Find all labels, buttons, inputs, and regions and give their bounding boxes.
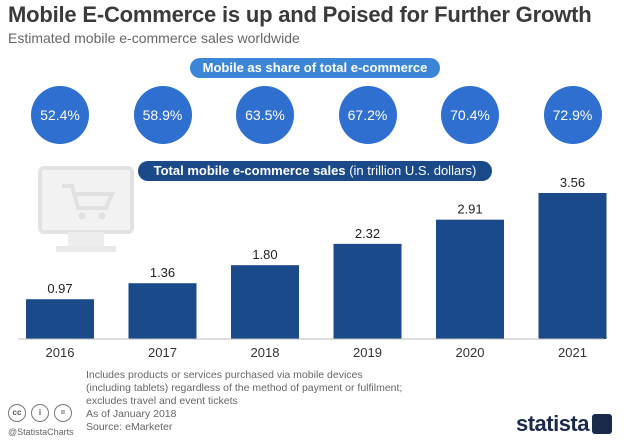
attribution-icon: i <box>31 404 49 422</box>
value-label: 2.32 <box>355 226 380 241</box>
total-banner-rest: (in trillion U.S. dollars) <box>345 163 477 178</box>
brand-name: statista <box>515 411 590 436</box>
statista-mark-icon <box>592 414 612 434</box>
chart-title: Mobile E-Commerce is up and Poised for F… <box>8 2 592 27</box>
share-circle-2016: 52.4% <box>31 86 89 144</box>
share-circle-2019: 67.2% <box>338 86 397 144</box>
total-banner-bold: Total mobile e-commerce sales <box>153 163 346 178</box>
share-banner: Mobile as share of total e-commerce <box>190 58 440 78</box>
value-label: 2.91 <box>457 202 482 217</box>
share-circle-2018: 63.5% <box>236 86 294 144</box>
bar-2020 <box>436 219 504 339</box>
footnote-source: Source: eMarketer <box>86 421 173 433</box>
bar-2019 <box>333 243 402 339</box>
share-circle-2017: 58.9% <box>133 86 192 144</box>
bars: 0.97 2016 1.36 2017 1.80 2018 2.32 2019 2.91 2020… <box>26 175 607 360</box>
footnote-line: Includes products or services purchased … <box>86 369 363 381</box>
x-tick-label: 2017 <box>148 345 177 360</box>
bar-2017 <box>128 283 197 339</box>
bar-2021 <box>538 193 607 339</box>
total-banner: Total mobile e-commerce sales (in trilli… <box>138 161 492 181</box>
bar-2016 <box>26 299 94 339</box>
value-label: 0.97 <box>47 281 72 296</box>
chart-subtitle: Estimated mobile e-commerce sales worldw… <box>8 30 300 46</box>
x-tick-label: 2016 <box>46 345 75 360</box>
x-tick-label: 2020 <box>456 345 485 360</box>
share-circle-2021: 72.9% <box>543 86 602 144</box>
footnote-line: (including tablets) regardless of the me… <box>86 382 403 394</box>
share-circle-2020: 70.4% <box>441 86 499 144</box>
no-derivatives-icon: = <box>54 404 72 422</box>
bar-2018 <box>231 265 299 339</box>
cart-illustration-icon <box>38 166 134 252</box>
social-handle: @StatistaCharts <box>8 427 74 437</box>
statista-logo: statista <box>516 411 612 437</box>
x-tick-label: 2018 <box>251 345 280 360</box>
footnote-line: excludes travel and event tickets <box>86 395 238 407</box>
footnote: Includes products or services purchased … <box>86 369 402 434</box>
x-tick-label: 2019 <box>353 345 382 360</box>
value-label: 3.56 <box>560 175 585 190</box>
x-tick-label: 2021 <box>558 345 587 360</box>
value-label: 1.36 <box>150 265 175 280</box>
value-label: 1.80 <box>252 247 277 262</box>
creative-commons-icon: cc <box>8 404 26 422</box>
footnote-line: As of January 2018 <box>86 408 177 420</box>
